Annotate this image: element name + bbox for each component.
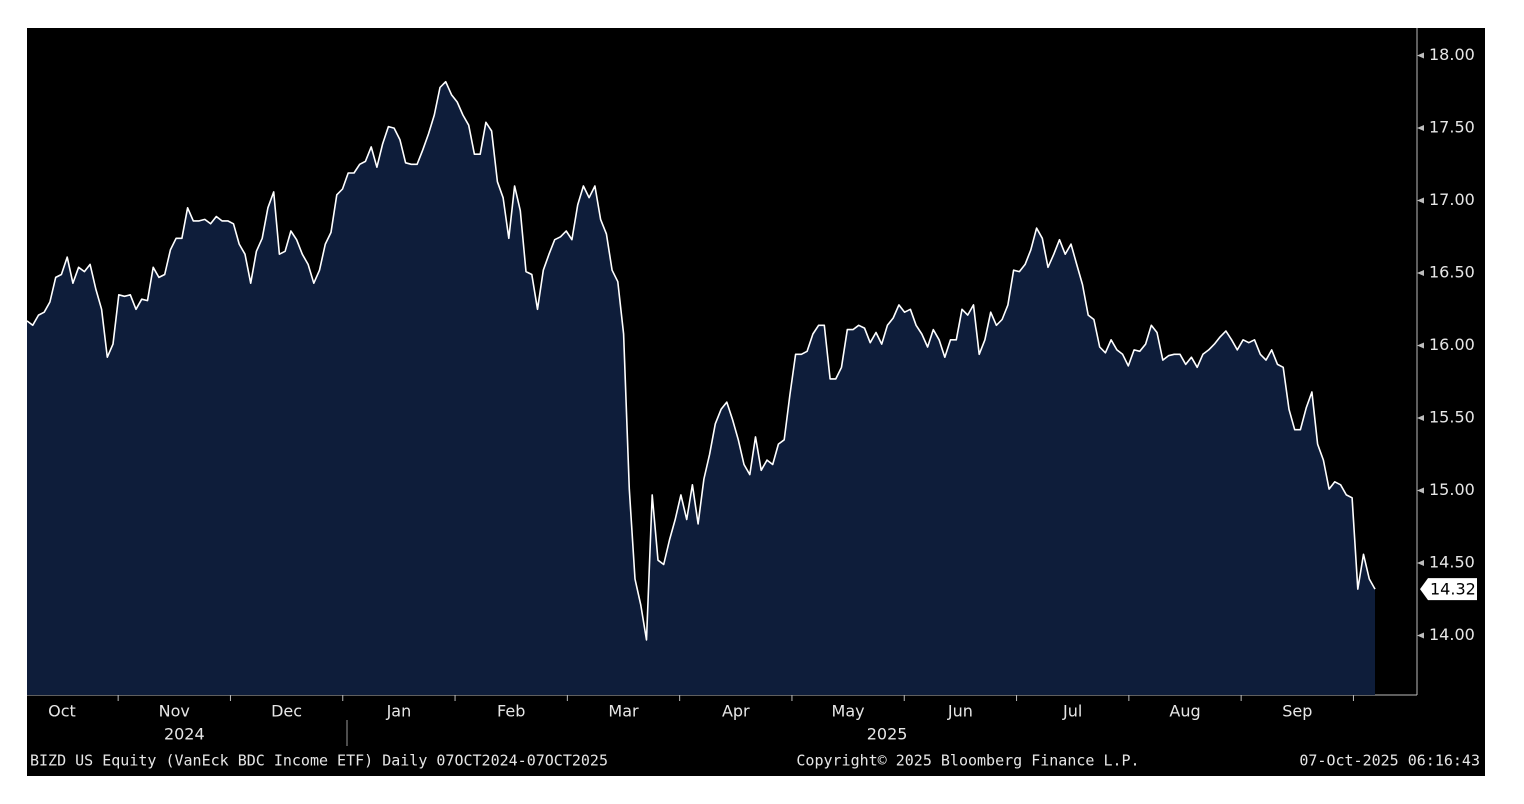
y-tick-label: 16.00 [1429,335,1475,354]
year-label: 2024 [164,725,205,744]
x-tick-label: Sep [1282,702,1312,721]
y-tick [1417,487,1424,494]
x-tick-label: Mar [608,702,639,721]
footer-left: BIZD US Equity (VanEck BDC Income ETF) D… [30,752,608,770]
y-tick [1417,52,1424,59]
x-tick-label: Feb [497,702,525,721]
y-tick-label: 14.00 [1429,625,1475,644]
y-tick-label: 15.50 [1429,408,1475,427]
x-tick-label: Jul [1062,702,1082,721]
x-tick-label: Jun [947,702,973,721]
y-tick [1417,125,1424,132]
y-tick-label: 18.00 [1429,45,1475,64]
y-tick [1417,342,1424,349]
x-tick-label: Jan [386,702,412,721]
x-tick-label: May [832,702,865,721]
year-label: 2025 [867,725,908,744]
x-tick-label: Aug [1169,702,1200,721]
last-value-label: 14.32 [1430,580,1476,599]
y-tick-label: 15.00 [1429,480,1475,499]
y-tick-label: 16.50 [1429,263,1475,282]
y-tick-label: 17.00 [1429,190,1475,209]
y-tick-label: 14.50 [1429,553,1475,572]
x-tick-label: Nov [159,702,190,721]
y-tick [1417,197,1424,204]
x-tick-label: Apr [722,702,750,721]
footer-center: Copyright© 2025 Bloomberg Finance L.P. [796,752,1139,770]
price-line [26,80,1376,641]
y-tick [1417,415,1424,422]
footer-right: 07-Oct-2025 06:16:43 [1299,752,1480,770]
x-tick-label: Dec [271,702,302,721]
y-tick [1417,560,1424,567]
y-tick [1417,270,1424,277]
y-tick [1417,632,1424,639]
x-tick-label: Oct [48,702,76,721]
y-tick-label: 17.50 [1429,118,1475,137]
last-value-box [1420,578,1477,601]
area-fill [27,81,1375,695]
